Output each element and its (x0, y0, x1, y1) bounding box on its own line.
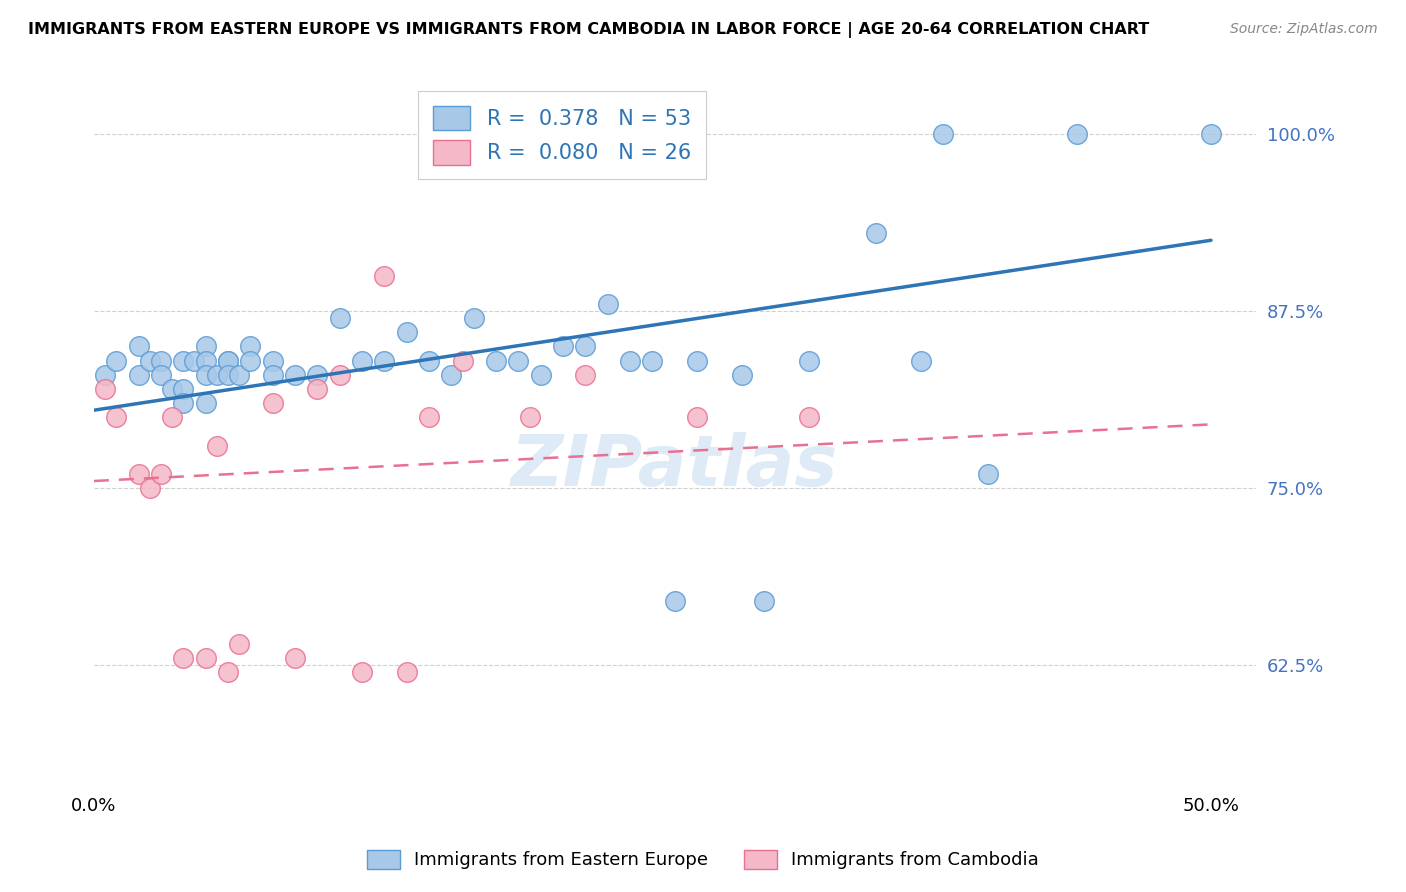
Point (329, 311, 352, 326)
Point (139, 481, 162, 495)
Point (373, 353, 395, 368)
Point (574, 368, 596, 382)
Text: ZIPatlas: ZIPatlas (512, 433, 838, 501)
Point (262, 353, 284, 368)
Point (160, 410, 183, 425)
Point (508, 353, 530, 368)
Point (307, 382, 329, 396)
Point (395, 665, 418, 680)
Point (94, 368, 117, 382)
Point (530, 368, 553, 382)
Point (128, 339, 150, 353)
Point (641, 353, 664, 368)
Point (228, 368, 250, 382)
Point (440, 368, 463, 382)
Point (664, 594, 686, 608)
Point (239, 339, 262, 353)
Point (373, 268, 395, 283)
Point (172, 651, 194, 665)
Point (262, 368, 284, 382)
Text: Source: ZipAtlas.com: Source: ZipAtlas.com (1230, 22, 1378, 37)
Point (217, 353, 239, 368)
Point (596, 297, 619, 311)
Point (105, 410, 128, 425)
Point (418, 410, 440, 425)
Point (752, 594, 775, 608)
Point (172, 382, 194, 396)
Point (551, 339, 574, 353)
Point (228, 637, 250, 651)
Point (94, 382, 117, 396)
Point (139, 353, 162, 368)
Point (160, 382, 183, 396)
Point (205, 439, 228, 453)
Point (519, 410, 541, 425)
Point (194, 651, 217, 665)
Point (1199, 127, 1222, 141)
Point (239, 353, 262, 368)
Point (262, 396, 284, 410)
Point (284, 368, 307, 382)
Point (797, 353, 820, 368)
Point (217, 665, 239, 680)
Point (128, 368, 150, 382)
Y-axis label: In Labor Force | Age 20-64: In Labor Force | Age 20-64 (0, 312, 8, 550)
Legend: R =  0.378   N = 53, R =  0.080   N = 26: R = 0.378 N = 53, R = 0.080 N = 26 (418, 91, 706, 179)
Point (149, 353, 172, 368)
Point (307, 368, 329, 382)
Point (731, 368, 754, 382)
Point (149, 368, 172, 382)
Point (284, 651, 307, 665)
Point (194, 368, 217, 382)
Point (217, 368, 239, 382)
Point (976, 467, 998, 481)
Point (619, 353, 641, 368)
Point (172, 396, 194, 410)
Point (172, 353, 194, 368)
Point (932, 127, 955, 141)
Point (329, 368, 352, 382)
Point (451, 353, 474, 368)
Point (395, 326, 418, 340)
Point (797, 410, 820, 425)
Point (194, 353, 217, 368)
Point (350, 353, 373, 368)
Point (128, 467, 150, 481)
Point (910, 353, 932, 368)
Point (865, 226, 887, 240)
Legend: Immigrants from Eastern Europe, Immigrants from Cambodia: Immigrants from Eastern Europe, Immigran… (359, 841, 1047, 879)
Point (1066, 127, 1088, 141)
Point (217, 353, 239, 368)
Point (194, 396, 217, 410)
Text: IMMIGRANTS FROM EASTERN EUROPE VS IMMIGRANTS FROM CAMBODIA IN LABOR FORCE | AGE : IMMIGRANTS FROM EASTERN EUROPE VS IMMIGR… (28, 22, 1149, 38)
Point (350, 665, 373, 680)
Point (205, 368, 228, 382)
Point (574, 339, 596, 353)
Point (686, 410, 709, 425)
Point (105, 353, 128, 368)
Point (463, 311, 485, 326)
Point (686, 353, 709, 368)
Point (194, 339, 217, 353)
Point (183, 353, 205, 368)
Point (418, 353, 440, 368)
Point (485, 353, 508, 368)
Point (149, 467, 172, 481)
